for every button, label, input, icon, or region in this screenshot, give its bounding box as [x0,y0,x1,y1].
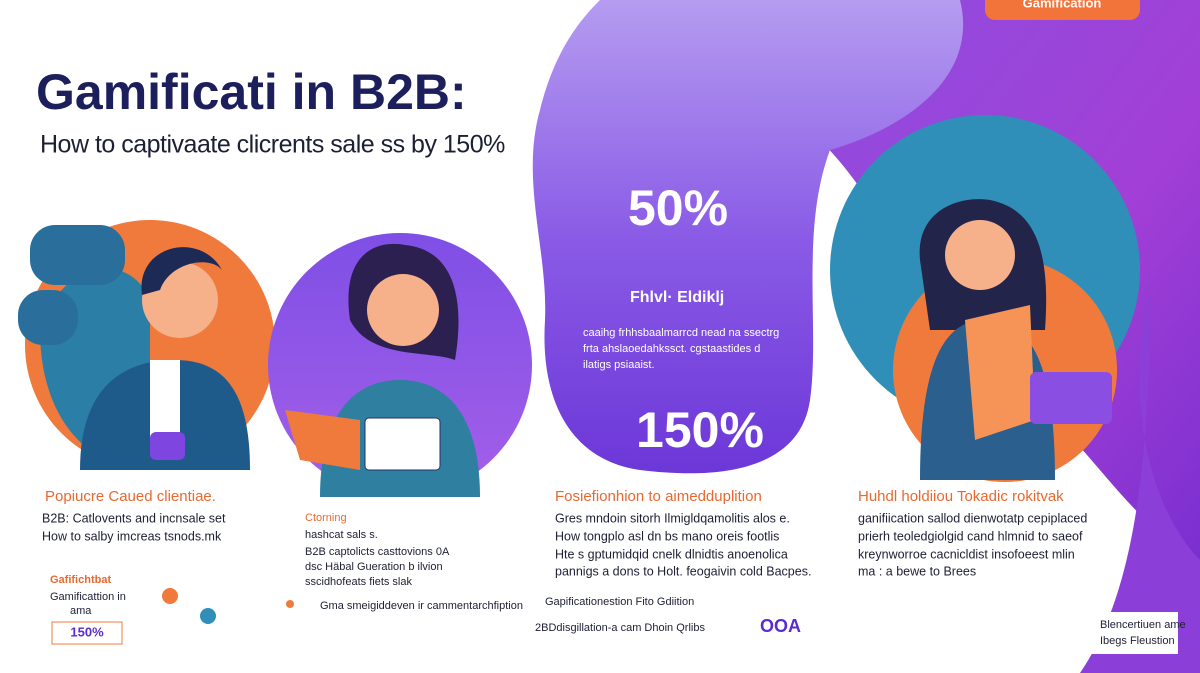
title: Gamificati in B2B: [36,64,467,120]
right-wave [1080,290,1200,673]
person-scarf [965,305,1035,440]
footer-text: Gma smeigiddeven ir cammentarchfiption [320,600,523,612]
column-line: hashcat sals s. [305,529,378,541]
column-line: kreynworroe cacnicldist insofoeest mlin [858,547,1075,561]
column-heading: Fosiefionhion to aimedduplition [555,488,762,505]
column-line: ganifiication sallod dienwotatp cepiplac… [858,511,1087,525]
speech-bubble [30,225,125,285]
person-shirt [150,360,180,440]
card [1030,372,1112,424]
stat-bottom: 150% [636,402,764,458]
column-line: Gres mndoin sitorh Ilmigldqamolitis alos… [555,511,790,525]
column-heading: Huhdl holdiiou Tokadic rokitvak [858,488,1064,505]
panel-line: frta ahslaoedahkssct. cgstaastides d [583,343,760,355]
device [150,432,185,460]
icon [200,608,216,624]
column-line: prierh teoledgiolgid cand hlmnid to saeo… [858,529,1083,543]
dot [286,600,294,608]
footer-line: Gamificattion in [50,591,126,603]
footer-mark: OOA [760,616,801,636]
tag: Gamification [1023,0,1102,10]
footer-box [1090,612,1178,654]
footer-line: ama [70,605,92,617]
column-line: Hte s gptumidqid cnelk dlnidtis anoenoli… [555,547,788,561]
footer-badge: 150% [70,624,104,639]
footer-box-line: Ibegs Fleustion [1100,635,1175,647]
footer-text: Gapificationestion Fito Gdiition [545,596,694,608]
column-line: dsc Häbal Gueration b ilvion [305,561,443,573]
column-line: How tongplo asl dn bs mano oreis footlis [555,529,779,543]
center-blob [532,0,964,474]
column-heading: Popiucre Caued clientiae. [45,488,216,505]
column-heading: Ctorning [305,512,347,524]
column-line: sscidhofeats fiets slak [305,576,412,588]
speech-bubble [18,290,78,345]
column-line: B2B: Catlovents and incnsale set [42,511,226,525]
panel-line: caaihg frhhsbaalmarrcd nead na ssectrg [583,327,779,339]
person-head [367,274,439,346]
panel-line: ilatigs psiaaist. [583,359,655,371]
column-line: How to salby imcreas tsnods.mk [42,529,222,543]
column-line: B2B captolicts casttovions 0A [305,546,450,558]
column-line: ma : a bewe to Brees [858,564,976,578]
column-line: pannigs a dons to Holt. feogaivin cold B… [555,564,811,578]
footer-heading: Gafifichtbat [50,574,111,586]
folder [285,410,360,470]
subtitle: How to captivaate clicrents sale ss by 1… [40,131,505,159]
tablet [364,417,441,471]
panel-heading: Fhlvl· Eldiklj [630,289,724,306]
stat-top: 50% [628,180,728,236]
footer-text: 2BDdisgillation-a cam Dhoin Qrlibs [535,622,705,634]
badge-box [51,621,123,645]
icon [162,588,178,604]
footer-box-line: Blencertiuen ame [1100,619,1186,631]
tag-bg [985,0,1140,20]
person-head [945,220,1015,290]
person-hair [141,247,222,295]
